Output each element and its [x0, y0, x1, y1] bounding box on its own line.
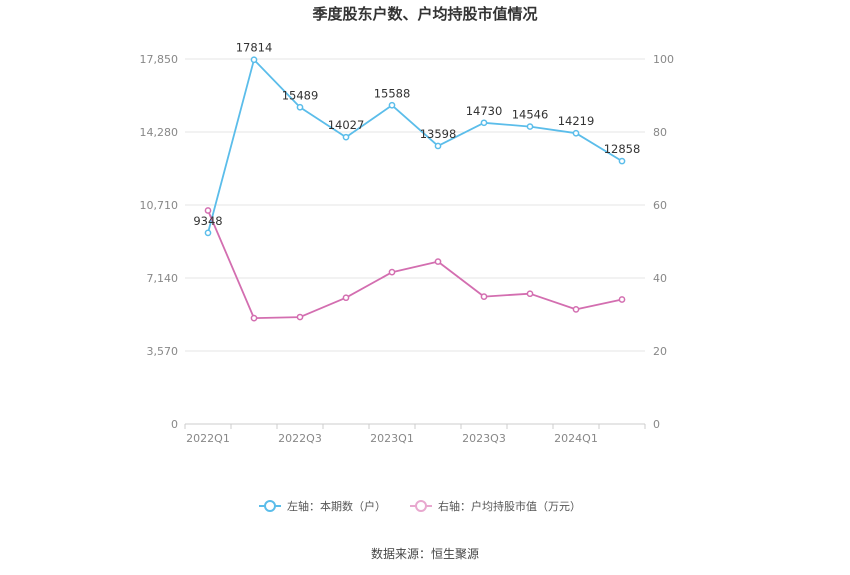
data-label: 9348: [193, 214, 222, 228]
data-point: [342, 294, 350, 302]
x-tick-label: 2022Q1: [186, 432, 230, 445]
series-line-1: [207, 58, 623, 234]
right-tick-label: 20: [653, 345, 667, 358]
right-tick-label: 40: [653, 272, 667, 285]
data-point: [572, 129, 580, 137]
right-tick-label: 0: [653, 418, 660, 431]
series-layer: [204, 56, 626, 322]
left-tick-label: 7,140: [147, 272, 179, 285]
left-tick-label: 17,850: [140, 53, 179, 66]
data-point: [618, 296, 626, 303]
right-tick-label: 80: [653, 126, 667, 139]
series-line-2: [207, 210, 623, 320]
x-tick-label: 2024Q1: [554, 432, 598, 445]
data-point: [204, 229, 212, 237]
data-point: [434, 258, 442, 265]
left-axis: 0 3,570 7,140 10,710 14,280 17,850: [140, 53, 179, 431]
legend-marker: [415, 500, 427, 512]
right-tick-label: 100: [653, 53, 674, 66]
legend-entry: 左轴：本期数（户）: [287, 499, 386, 513]
data-label: 12858: [604, 142, 641, 156]
data-label: 17814: [236, 41, 273, 55]
data-labels: 9348 17814 15489 14027 15588 13598 14730 14546 1…: [193, 41, 640, 228]
data-point: [296, 103, 304, 111]
legend-entry: 右轴：户均持股市值（万元）: [438, 499, 581, 513]
data-label: 14546: [512, 108, 549, 122]
data-point: [250, 314, 258, 322]
data-point: [204, 207, 212, 214]
data-label: 14027: [328, 118, 365, 132]
data-label: 15588: [374, 86, 411, 100]
x-tick-label: 2023Q3: [462, 432, 506, 445]
x-tick-label: 2022Q3: [278, 432, 322, 445]
legend-marker: [264, 500, 276, 512]
legend[interactable]: 左轴：本期数（户） 右轴：户均持股市值（万元）: [259, 499, 581, 513]
chart-title: 季度股东户数、户均持股市值情况: [312, 5, 537, 23]
data-point: [572, 306, 580, 313]
source-note: 数据来源：恒生聚源: [371, 546, 479, 561]
right-axis: 0 20 40 60 80 100: [653, 53, 674, 431]
left-tick-label: 0: [171, 418, 178, 431]
x-axis: 2022Q1 2022Q3 2023Q1 2023Q3 2024Q1: [184, 423, 646, 445]
data-point: [388, 101, 396, 109]
left-tick-label: 14,280: [140, 126, 179, 139]
x-tick-label: 2023Q1: [370, 432, 414, 445]
data-point: [342, 133, 350, 141]
data-label: 15489: [282, 88, 319, 102]
data-point: [480, 293, 488, 300]
data-point: [250, 56, 258, 64]
left-tick-label: 10,710: [140, 199, 179, 212]
right-tick-label: 60: [653, 199, 667, 212]
data-point: [526, 123, 534, 130]
data-point: [526, 290, 534, 298]
data-label: 13598: [420, 127, 457, 141]
data-point: [618, 157, 626, 165]
left-tick-label: 3,570: [147, 345, 179, 358]
data-label: 14219: [558, 114, 595, 128]
data-point: [434, 142, 442, 150]
data-point: [480, 119, 488, 127]
data-label: 14730: [466, 104, 503, 118]
data-point: [296, 313, 304, 321]
data-point: [388, 268, 396, 276]
